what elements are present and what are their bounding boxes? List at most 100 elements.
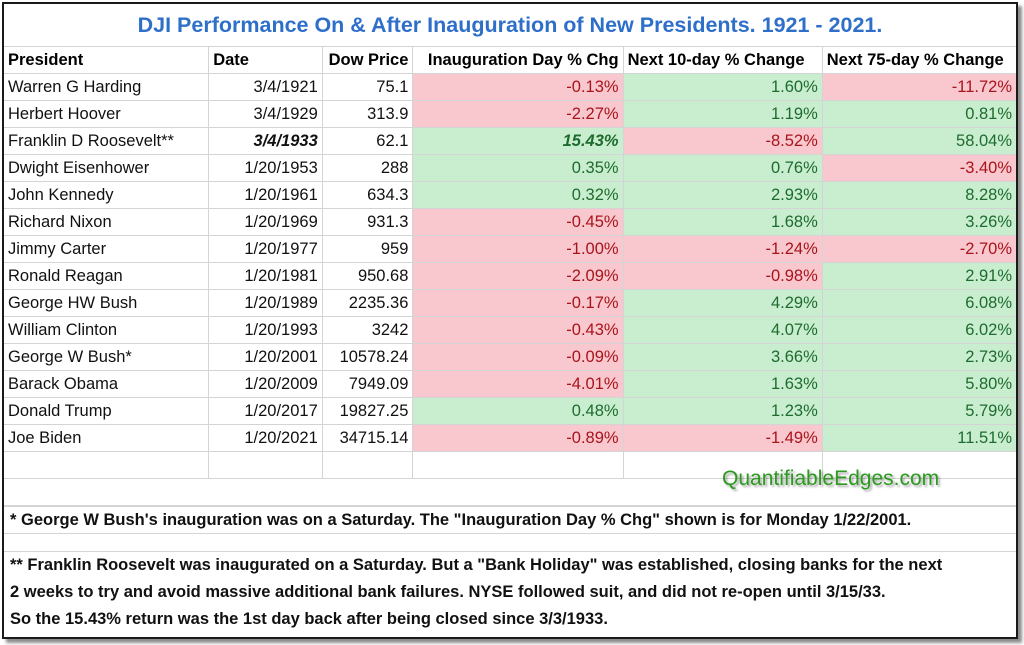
next-75-day-cell[interactable]: 11.51%	[822, 425, 1016, 452]
next-10-day-cell[interactable]: 1.63%	[623, 371, 823, 398]
header-dow-price[interactable]: Dow Price	[322, 47, 414, 74]
inauguration-day-chg-cell[interactable]: -0.89%	[413, 425, 624, 452]
next-75-day-cell[interactable]: 5.80%	[822, 371, 1016, 398]
next-10-day-cell[interactable]: 4.29%	[623, 290, 823, 317]
president-cell[interactable]: George W Bush*	[4, 344, 210, 371]
next-75-day-cell[interactable]: 0.81%	[822, 101, 1016, 128]
next-10-day-cell[interactable]: 1.19%	[623, 101, 823, 128]
dow-price-cell[interactable]: 3242	[322, 317, 414, 344]
next-10-day-cell[interactable]: 1.23%	[623, 398, 823, 425]
next-10-day-cell[interactable]: -1.49%	[623, 425, 823, 452]
next-75-day-cell[interactable]: 8.28%	[822, 182, 1016, 209]
next-75-day-cell[interactable]: 3.26%	[822, 209, 1016, 236]
inauguration-day-chg-cell[interactable]: -4.01%	[413, 371, 624, 398]
date-cell[interactable]: 1/20/1969	[209, 209, 323, 236]
dow-price-cell[interactable]: 313.9	[322, 101, 414, 128]
next-10-day-cell[interactable]: 0.76%	[623, 155, 823, 182]
date-cell[interactable]: 1/20/1993	[209, 317, 323, 344]
empty-cell[interactable]	[822, 452, 1016, 479]
inauguration-day-chg-cell[interactable]: -0.17%	[413, 290, 624, 317]
header-next-10-day[interactable]: Next 10-day % Change	[623, 47, 823, 74]
dow-price-cell[interactable]: 34715.14	[322, 425, 414, 452]
table-row: Herbert Hoover 3/4/1929 313.9 -2.27% 1.19% 0.…	[4, 101, 1016, 128]
inauguration-day-chg-cell[interactable]: -0.13%	[413, 74, 624, 101]
date-cell[interactable]: 1/20/1981	[209, 263, 323, 290]
president-cell[interactable]: Richard Nixon	[4, 209, 210, 236]
next-75-day-cell[interactable]: 6.02%	[822, 317, 1016, 344]
date-cell[interactable]: 1/20/2021	[209, 425, 323, 452]
president-cell[interactable]: John Kennedy	[4, 182, 210, 209]
dow-price-cell[interactable]: 288	[322, 155, 414, 182]
next-75-day-cell[interactable]: 6.08%	[822, 290, 1016, 317]
brand-row-cell[interactable]	[4, 479, 1016, 506]
president-cell[interactable]: William Clinton	[4, 317, 210, 344]
president-cell[interactable]: George HW Bush	[4, 290, 210, 317]
inauguration-day-chg-cell[interactable]: 0.35%	[413, 155, 624, 182]
dow-price-cell[interactable]: 75.1	[322, 74, 414, 101]
president-cell[interactable]: Warren G Harding	[4, 74, 210, 101]
next-10-day-cell[interactable]: -8.52%	[623, 128, 823, 155]
president-cell[interactable]: Franklin D Roosevelt**	[4, 128, 210, 155]
header-next-75-day[interactable]: Next 75-day % Change	[822, 47, 1016, 74]
next-10-day-cell[interactable]: 1.60%	[623, 74, 823, 101]
next-10-day-cell[interactable]: 1.68%	[623, 209, 823, 236]
president-cell[interactable]: Dwight Eisenhower	[4, 155, 210, 182]
president-cell[interactable]: Jimmy Carter	[4, 236, 210, 263]
dow-price-cell[interactable]: 62.1	[322, 128, 414, 155]
dow-price-cell[interactable]: 2235.36	[322, 290, 414, 317]
inauguration-day-chg-cell[interactable]: -1.00%	[413, 236, 624, 263]
president-cell[interactable]: Herbert Hoover	[4, 101, 210, 128]
dow-price-cell[interactable]: 10578.24	[322, 344, 414, 371]
empty-row	[4, 452, 1016, 479]
next-10-day-cell[interactable]: 3.66%	[623, 344, 823, 371]
inauguration-day-chg-cell[interactable]: -0.43%	[413, 317, 624, 344]
header-inauguration-day-chg[interactable]: Inauguration Day % Chg	[413, 47, 624, 74]
header-date[interactable]: Date	[209, 47, 323, 74]
next-10-day-cell[interactable]: 2.93%	[623, 182, 823, 209]
next-75-day-cell[interactable]: 2.91%	[822, 263, 1016, 290]
date-cell[interactable]: 1/20/1953	[209, 155, 323, 182]
empty-cell[interactable]	[322, 452, 414, 479]
inauguration-day-chg-cell[interactable]: -2.09%	[413, 263, 624, 290]
next-10-day-cell[interactable]: 4.07%	[623, 317, 823, 344]
spreadsheet-frame: DJI Performance On & After Inauguration …	[2, 2, 1018, 639]
date-cell[interactable]: 3/4/1933	[209, 128, 323, 155]
next-75-day-cell[interactable]: 2.73%	[822, 344, 1016, 371]
empty-cell[interactable]	[4, 452, 210, 479]
next-75-day-cell[interactable]: -3.40%	[822, 155, 1016, 182]
president-cell[interactable]: Ronald Reagan	[4, 263, 210, 290]
date-cell[interactable]: 1/20/1989	[209, 290, 323, 317]
inauguration-day-chg-cell[interactable]: 0.48%	[413, 398, 624, 425]
president-cell[interactable]: Joe Biden	[4, 425, 210, 452]
date-cell[interactable]: 1/20/2009	[209, 371, 323, 398]
dow-price-cell[interactable]: 634.3	[322, 182, 414, 209]
dow-price-cell[interactable]: 959	[322, 236, 414, 263]
inauguration-day-chg-cell[interactable]: 15.43%	[413, 128, 624, 155]
date-cell[interactable]: 1/20/1961	[209, 182, 323, 209]
date-cell[interactable]: 3/4/1929	[209, 101, 323, 128]
inauguration-day-chg-cell[interactable]: 0.32%	[413, 182, 624, 209]
dow-price-cell[interactable]: 931.3	[322, 209, 414, 236]
date-cell[interactable]: 1/20/2001	[209, 344, 323, 371]
next-10-day-cell[interactable]: -1.24%	[623, 236, 823, 263]
inauguration-day-chg-cell[interactable]: -2.27%	[413, 101, 624, 128]
next-10-day-cell[interactable]: -0.98%	[623, 263, 823, 290]
president-cell[interactable]: Barack Obama	[4, 371, 210, 398]
next-75-day-cell[interactable]: 58.04%	[822, 128, 1016, 155]
inauguration-day-chg-cell[interactable]: -0.09%	[413, 344, 624, 371]
date-cell[interactable]: 3/4/1921	[209, 74, 323, 101]
inauguration-day-chg-cell[interactable]: -0.45%	[413, 209, 624, 236]
empty-cell[interactable]	[623, 452, 823, 479]
date-cell[interactable]: 1/20/1977	[209, 236, 323, 263]
dow-price-cell[interactable]: 19827.25	[322, 398, 414, 425]
next-75-day-cell[interactable]: -11.72%	[822, 74, 1016, 101]
date-cell[interactable]: 1/20/2017	[209, 398, 323, 425]
empty-cell[interactable]	[209, 452, 323, 479]
empty-cell[interactable]	[413, 452, 624, 479]
dow-price-cell[interactable]: 7949.09	[322, 371, 414, 398]
dow-price-cell[interactable]: 950.68	[322, 263, 414, 290]
next-75-day-cell[interactable]: 5.79%	[822, 398, 1016, 425]
header-president[interactable]: President	[4, 47, 210, 74]
president-cell[interactable]: Donald Trump	[4, 398, 210, 425]
next-75-day-cell[interactable]: -2.70%	[822, 236, 1016, 263]
